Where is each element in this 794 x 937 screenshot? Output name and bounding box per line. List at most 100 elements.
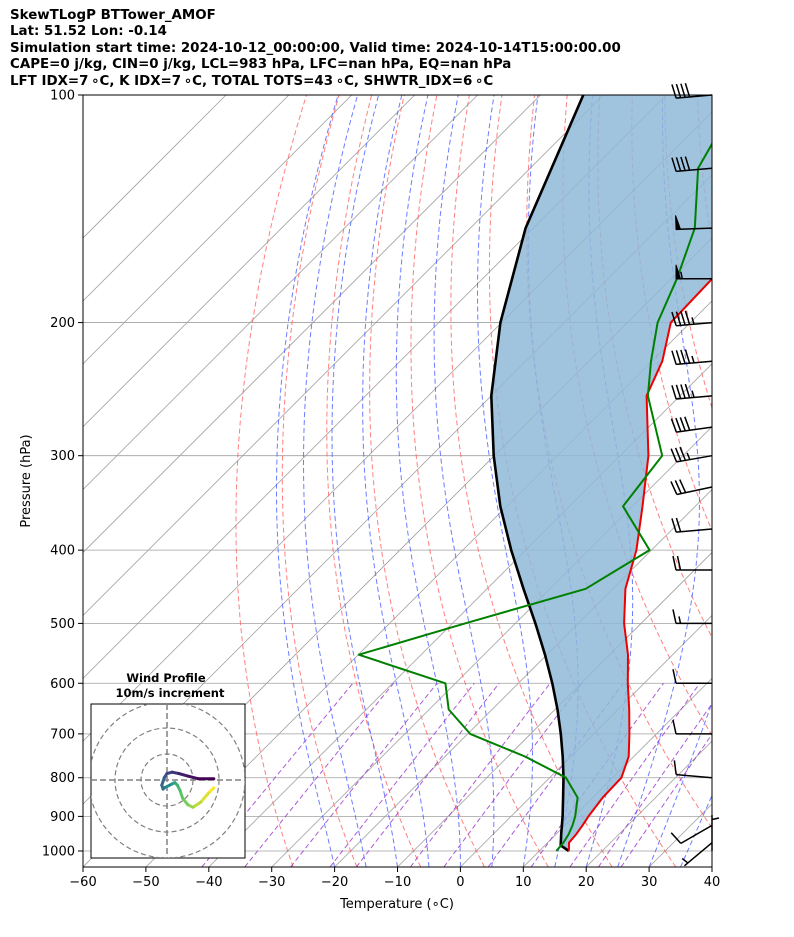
wind-barb: [670, 416, 713, 433]
barb-feather: [679, 446, 687, 461]
barb-feather: [684, 383, 691, 399]
wind-barb: [670, 479, 713, 496]
moist-adiabat: [276, 95, 339, 867]
wind-barb: [670, 824, 713, 845]
barb-feather: [672, 669, 677, 684]
inset-subtitle: 10m/s increment: [116, 686, 225, 700]
dry-adiabat: [235, 95, 307, 867]
wind-barb: [672, 555, 712, 571]
y-tick-label: 600: [50, 677, 75, 692]
wind-profile-inset: [90, 703, 246, 859]
barb-staff: [683, 842, 713, 867]
moist-adiabat: [362, 95, 430, 867]
x-tick-label: −40: [195, 875, 222, 890]
barb-feather: [670, 481, 678, 495]
barb-feather: [680, 349, 686, 364]
inset-clip-group: [91, 704, 245, 858]
parcel-profile-line: [489, 95, 585, 853]
barb-staff: [676, 454, 713, 463]
isotherm: [83, 95, 541, 554]
barb-feather: [672, 719, 677, 735]
y-tick-label: 300: [50, 449, 75, 464]
barb-feather: [675, 417, 682, 432]
wind-barb: [671, 310, 713, 327]
barb-feather: [684, 349, 691, 364]
x-tick-label: −10: [384, 875, 411, 890]
barb-feather: [672, 609, 677, 624]
hodo-segment: [177, 772, 190, 778]
x-tick-label: 10: [515, 875, 532, 890]
mixing-ratio-line: [569, 683, 701, 867]
cape-line: CAPE=0 j/kg, CIN=0 j/kg, LCL=983 hPa, LF…: [10, 57, 512, 73]
isotherm: [83, 95, 290, 302]
barb-half-feather: [678, 616, 682, 624]
barb-feather: [684, 416, 691, 431]
wind-barb: [671, 83, 713, 99]
wind-barb: [672, 719, 712, 735]
x-tick-label: 20: [578, 875, 595, 890]
mixing-ratio-line: [290, 682, 438, 867]
x-tick-label: −20: [321, 875, 348, 890]
x-tick-label: 0: [456, 875, 464, 890]
wind-barb: [711, 814, 720, 851]
barb-feather: [680, 156, 686, 171]
isotherm: [711, 866, 712, 867]
barb-staff: [676, 167, 713, 173]
barb-feather: [670, 418, 678, 433]
barb-feather: [679, 417, 686, 432]
barb-flag: [675, 264, 682, 280]
y-tick-label: 500: [50, 617, 75, 632]
x-tick-label: 30: [641, 875, 658, 890]
barb-half-feather: [691, 390, 695, 398]
barb-feather: [674, 480, 682, 494]
moist-adiabat: [395, 95, 461, 867]
hodo-segment: [199, 791, 211, 804]
wind-barb: [670, 446, 713, 463]
hodo-segment: [186, 774, 200, 781]
wind-barb: [671, 156, 713, 173]
barb-feather: [684, 310, 691, 325]
wind-barb: [671, 517, 713, 533]
mixing-ratio-line: [597, 702, 712, 867]
inset-frame: [90, 703, 246, 859]
y-tick-label: 700: [50, 727, 75, 742]
barb-feather: [680, 83, 686, 98]
barb-feather: [671, 84, 677, 99]
barb-feather: [680, 384, 686, 399]
barb-feather: [675, 311, 682, 326]
dewpoint-line: [357, 141, 712, 852]
barb-feather: [675, 83, 682, 98]
x-tick-label: −60: [69, 875, 96, 890]
barb-half-feather: [680, 271, 684, 279]
barb-half-feather: [686, 452, 691, 460]
y-tick-label: 400: [50, 544, 75, 559]
barb-half-feather: [691, 317, 695, 325]
wind-barb: [675, 264, 712, 280]
barb-feather: [680, 311, 686, 326]
isotherm: [83, 95, 415, 428]
isotherm: [83, 95, 604, 616]
dry-adiabat: [410, 95, 549, 867]
y-tick-label: 200: [50, 316, 75, 331]
barb-staff: [676, 486, 713, 496]
plot-clip-group: [83, 95, 794, 867]
barb-feather: [670, 832, 682, 844]
x-axis-label: Temperature (∘C): [339, 897, 454, 912]
isotherm: [775, 95, 794, 867]
wind-barb: [671, 383, 713, 400]
barb-staff: [676, 773, 713, 779]
isotherm: [334, 489, 712, 867]
wind-barb: [681, 842, 713, 867]
moist-adiabat: [711, 865, 712, 867]
mixing-ratio-line: [244, 682, 394, 867]
barb-feather: [684, 83, 691, 98]
chart-header: SkewTLogP BTTower_AMOF Lat: 51.52 Lon: -…: [10, 8, 621, 90]
barb-feather: [671, 350, 677, 365]
moist-adiabat: [680, 794, 712, 867]
axes: −60 −50 −40 −30 −20 −10 0 10 20 30 40 100 200 300 400 5…: [42, 89, 720, 891]
wind-barb: [675, 215, 713, 231]
barb-feather: [684, 156, 691, 171]
barb-feather: [671, 311, 677, 326]
barb-feather: [671, 157, 677, 172]
